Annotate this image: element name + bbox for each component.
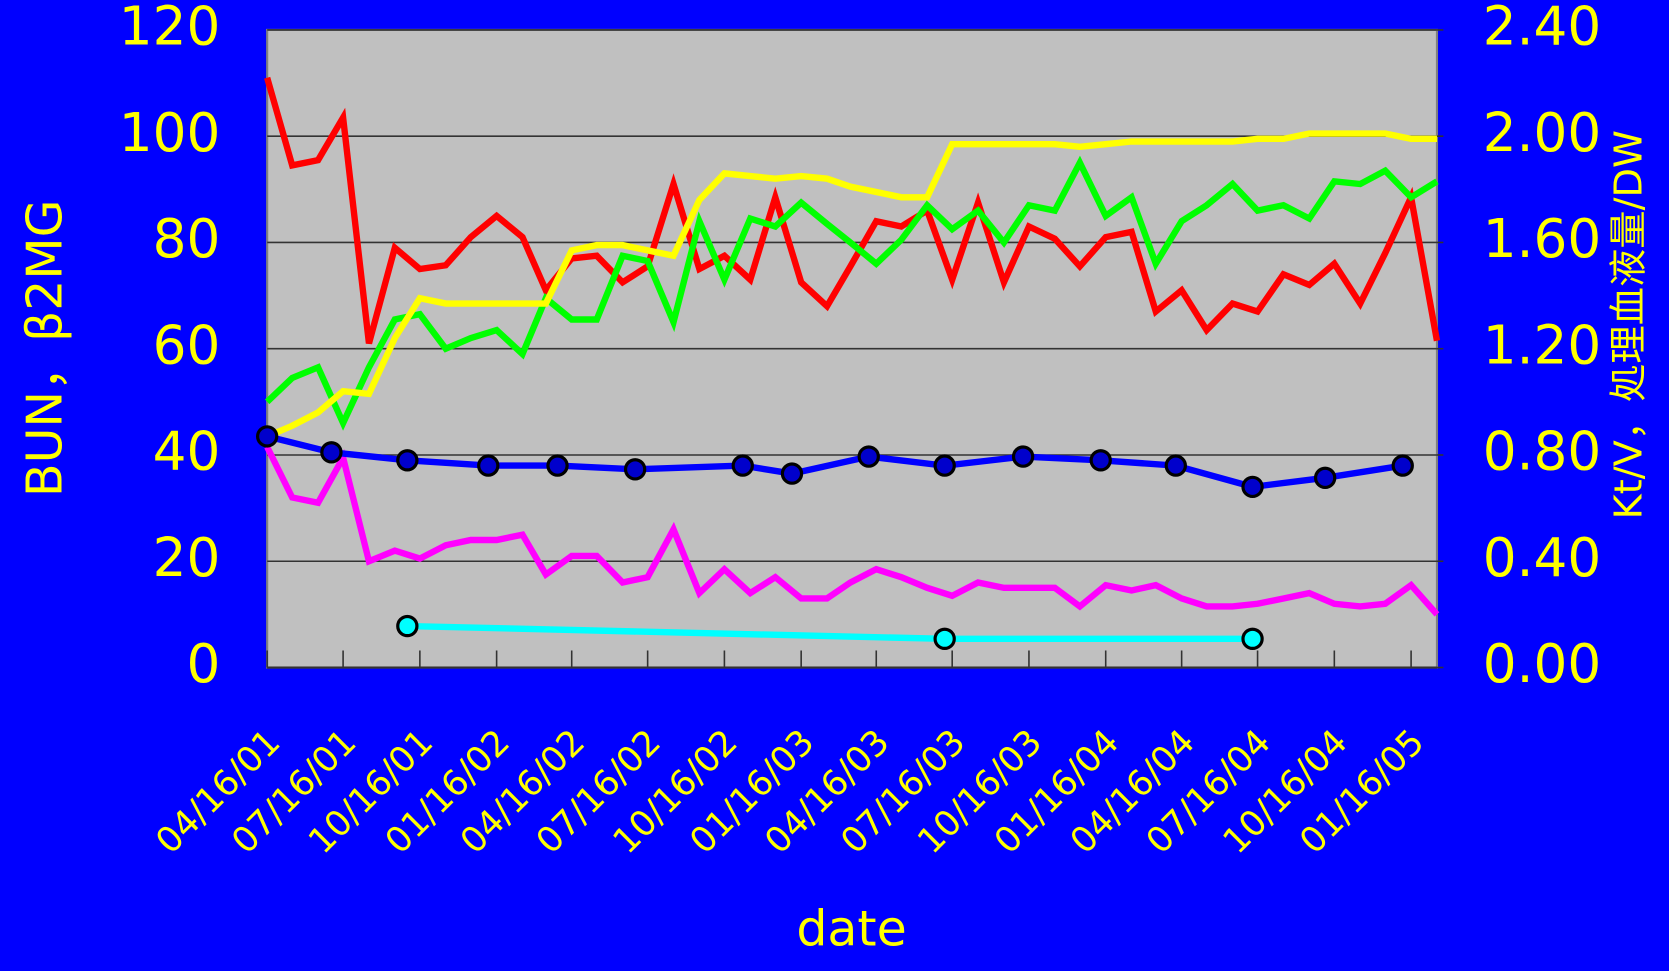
series-marker bbox=[933, 627, 956, 650]
series-marker bbox=[933, 454, 956, 477]
series-marker bbox=[1313, 466, 1337, 490]
series-marker bbox=[396, 614, 419, 638]
x-axis-title: date bbox=[796, 900, 906, 957]
y-tick-label: 0 bbox=[186, 633, 220, 695]
series-marker bbox=[1391, 454, 1414, 477]
series-line bbox=[264, 76, 1441, 345]
y2-tick-label: 2.40 bbox=[1483, 0, 1602, 58]
y2-tick-label: 0.00 bbox=[1483, 633, 1602, 695]
series-marker bbox=[546, 454, 569, 477]
y2-tick-label: 0.40 bbox=[1483, 527, 1602, 589]
y2-tick-label: 1.60 bbox=[1483, 208, 1602, 270]
series-marker bbox=[623, 458, 647, 481]
y-tick-label: 20 bbox=[153, 527, 221, 589]
series-marker bbox=[1241, 627, 1264, 650]
y-tick-label: 100 bbox=[119, 102, 221, 164]
series-marker bbox=[255, 425, 279, 448]
series-marker bbox=[857, 445, 880, 468]
y-tick-label: 60 bbox=[153, 314, 221, 376]
y2-tick-label: 0.80 bbox=[1483, 421, 1602, 483]
series-marker bbox=[477, 454, 500, 477]
y2-tick-label: 1.20 bbox=[1483, 314, 1602, 376]
y-tick-label: 120 bbox=[119, 0, 221, 58]
series-marker bbox=[396, 449, 419, 472]
series-marker bbox=[731, 454, 754, 477]
series-marker bbox=[1089, 449, 1112, 472]
series-marker bbox=[320, 441, 343, 464]
series-line bbox=[265, 130, 1437, 440]
series-marker bbox=[1011, 445, 1035, 468]
y-tick-label: 40 bbox=[153, 421, 221, 483]
series-marker bbox=[1241, 475, 1264, 499]
y2-axis-title: Kt/V，処理血液量/DW bbox=[1606, 130, 1651, 519]
series-line bbox=[264, 155, 1439, 431]
y-axis-title: BUN，β2MG bbox=[17, 199, 74, 497]
y2-tick-label: 2.00 bbox=[1483, 102, 1602, 164]
series-line bbox=[264, 445, 1440, 617]
series-line bbox=[266, 433, 1404, 491]
series-marker bbox=[1164, 454, 1187, 477]
series-marker bbox=[780, 462, 804, 485]
y-tick-label: 80 bbox=[153, 208, 221, 270]
